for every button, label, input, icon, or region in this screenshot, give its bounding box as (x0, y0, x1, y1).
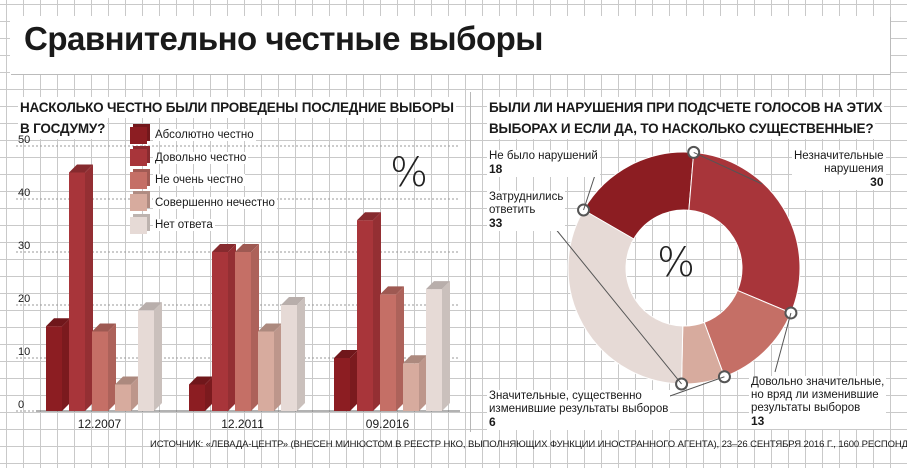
bar (380, 294, 396, 411)
slice-marker (784, 306, 798, 320)
bar-side (154, 302, 162, 411)
annotation-significant-value: 6 (489, 415, 496, 429)
bar (235, 252, 251, 411)
annotation-fair-line2: но вряд ли изменившие (751, 389, 879, 401)
panel-divider (470, 92, 471, 432)
bar-side (251, 244, 259, 411)
bar-side (274, 323, 282, 411)
annotation-no-violations-label: Не было нарушений (489, 150, 598, 162)
bar-chart-title-line1: НАСКОЛЬКО ЧЕСТНО БЫЛИ ПРОВЕДЕНЫ ПОСЛЕДНИ… (18, 97, 456, 118)
bar-side (205, 376, 213, 411)
legend-item: Абсолютно честно (130, 125, 256, 145)
donut-chart-percent-sign: % (657, 240, 696, 286)
y-tick-label: 50 (18, 134, 30, 146)
bar-side (442, 281, 450, 411)
annotation-no-violations-value: 18 (489, 162, 503, 176)
leader-line (774, 312, 792, 373)
legend-label: Нет ответа (153, 219, 215, 231)
bar-side (396, 286, 404, 411)
donut-chart (549, 145, 801, 397)
pie-chart-title-line1: БЫЛИ ЛИ НАРУШЕНИЯ ПРИ ПОДСЧЕТЕ ГОЛОСОВ Н… (487, 97, 885, 118)
bar-side (419, 355, 427, 411)
leader-line (669, 376, 725, 397)
bar (357, 220, 373, 411)
bar (334, 358, 350, 411)
y-tick-label: 10 (18, 346, 30, 358)
x-tick-label: 09.2016 (366, 417, 410, 431)
legend-label: Не очень честно (153, 174, 246, 186)
bar (115, 384, 131, 411)
annotation-significant: Значительные, существенно изменившие рез… (487, 390, 671, 430)
legend-label: Совершенно нечестно (153, 196, 277, 209)
title-box (10, 16, 890, 74)
y-tick-label: 40 (18, 187, 30, 199)
legend-label: Довольно честно (153, 151, 249, 164)
source-note: ИСТОЧНИК: «ЛЕВАДА-ЦЕНТР» (ВНЕСЕН МИНЮСТО… (150, 439, 907, 450)
pie-chart-title-line2: ВЫБОРАХ И ЕСЛИ ДА, ТО НАСКОЛЬКО СУЩЕСТВЕ… (487, 118, 876, 139)
bar (212, 252, 228, 411)
annotation-no-violations: Не было нарушений 18 (487, 150, 600, 177)
bar-chart-percent-sign: % (390, 150, 429, 196)
bar-side (85, 164, 93, 411)
annotation-hard-line2: ответить (489, 204, 536, 216)
annotation-fair-value: 13 (751, 414, 765, 428)
annotation-fair-line3: результаты выборов (751, 402, 861, 414)
y-tick-label: 0 (18, 399, 24, 411)
legend-item: Совершенно нечестно (130, 193, 277, 213)
leader-line (693, 151, 763, 185)
annotation-significant-line1: Значительные, существенно (489, 390, 642, 402)
bar-side (131, 376, 139, 411)
bar (46, 326, 62, 411)
legend-swatch (130, 149, 147, 166)
bar-side (350, 350, 358, 411)
bar (258, 331, 274, 411)
bar (189, 384, 205, 411)
bar (138, 310, 154, 411)
legend-swatch (130, 126, 147, 144)
bar-chart: 0 10 20 30 40 50 12.2007 12.2011 09.2016 (16, 134, 460, 431)
bar (403, 363, 419, 411)
y-tick-label: 30 (18, 240, 30, 252)
bar-side (62, 318, 70, 411)
bar (426, 289, 442, 411)
annotation-significant-line2: изменившие результаты выборов (489, 403, 669, 415)
bar-side (373, 212, 381, 411)
leader-line (549, 221, 682, 385)
annotation-minor-value: 30 (870, 175, 884, 189)
legend-item: Довольно честно (130, 148, 249, 168)
bar (92, 331, 108, 411)
annotation-hard-to-say: Затруднились ответить 33 (487, 191, 566, 231)
bar-side (228, 244, 236, 411)
legend-swatch (130, 171, 147, 189)
annotation-fairly-significant: Довольно значительные, но вряд ли измени… (749, 376, 887, 429)
annotation-hard-value: 33 (489, 216, 503, 230)
bar (281, 305, 297, 411)
legend-swatch (130, 216, 147, 234)
legend-label: Абсолютно честно (153, 129, 256, 141)
bar (69, 172, 85, 411)
legend-swatch (130, 194, 147, 211)
legend-item: Нет ответа (130, 215, 215, 235)
bar-chart-title-line2: В ГОСДУМУ? (18, 118, 108, 139)
y-tick-label: 20 (18, 293, 30, 305)
annotation-minor-violations: Незначительные нарушения 30 (792, 150, 886, 190)
bar-side (297, 297, 305, 411)
donut-slice (567, 209, 684, 385)
annotation-minor-line2: нарушения (824, 163, 884, 175)
annotation-fair-line1: Довольно значительные, (751, 376, 885, 388)
donut-slice (688, 151, 801, 314)
page-title: Сравнительно честные выборы (24, 20, 543, 57)
x-tick-label: 12.2007 (78, 417, 122, 431)
legend-item: Не очень честно (130, 170, 246, 190)
x-tick-label: 12.2011 (221, 417, 264, 431)
annotation-minor-line1: Незначительные (794, 150, 884, 162)
annotation-hard-line1: Затруднились (489, 191, 564, 203)
bar-side (108, 323, 116, 411)
